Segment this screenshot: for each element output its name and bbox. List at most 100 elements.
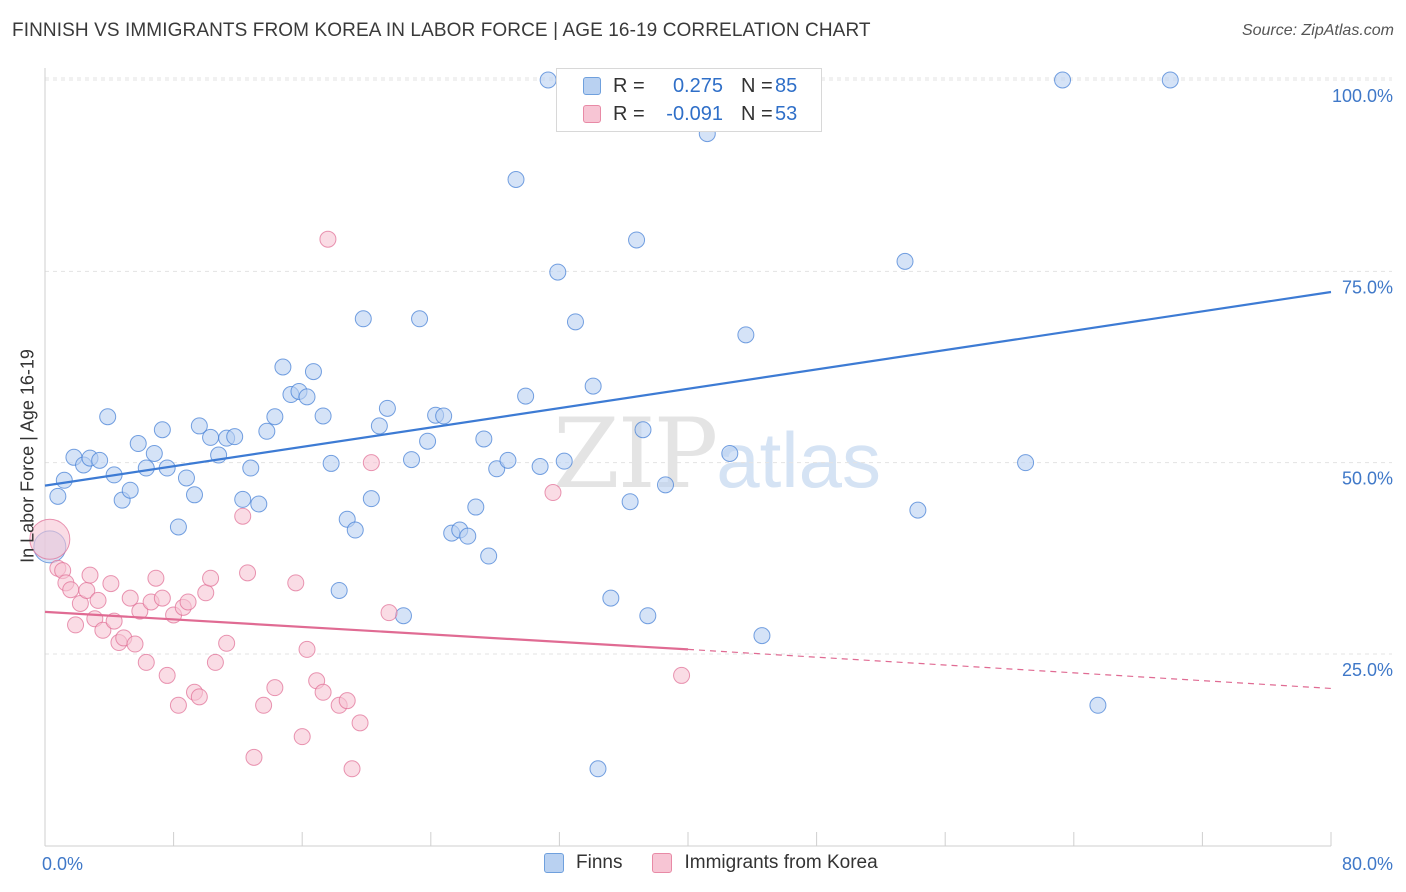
finns-point	[346, 521, 364, 539]
legend-swatch-finns	[583, 77, 601, 95]
legend-n-value: 85	[775, 74, 798, 97]
finns-point	[555, 452, 573, 470]
finns-point	[1089, 696, 1107, 714]
finns-point	[55, 471, 73, 489]
x-tick-label: 80.0%	[1342, 854, 1393, 874]
finns-point	[202, 428, 220, 446]
tick-labels: 25.0% 50.0% 75.0% 100.0% 0.0% 80.0%	[42, 86, 1393, 874]
finns-point	[322, 454, 340, 472]
finns-point	[656, 476, 674, 494]
korea-point	[255, 696, 273, 714]
korea-point	[81, 566, 99, 584]
korea-point	[245, 748, 263, 766]
finns-trend-line	[44, 290, 1332, 487]
finns-point	[539, 71, 557, 89]
finns-point	[634, 421, 652, 439]
finns-point	[639, 607, 657, 625]
korea-point	[94, 621, 112, 639]
finns-point	[370, 417, 388, 435]
finns-point	[394, 607, 412, 625]
finns-point	[129, 435, 147, 453]
y-axis-title: In Labor Force | Age 16-19	[17, 349, 38, 563]
korea-point	[380, 604, 398, 622]
y-tick-label: 100.0%	[1332, 86, 1393, 106]
finns-point	[153, 421, 171, 439]
finns-point	[266, 408, 284, 426]
finns-point	[226, 428, 244, 446]
finns-point	[753, 627, 771, 645]
legend-r-label: R =	[613, 74, 645, 97]
finns-point	[354, 310, 372, 328]
korea-point	[169, 696, 187, 714]
y-tick-label: 75.0%	[1342, 277, 1393, 297]
legend-r-label: R =	[613, 102, 645, 125]
korea-point	[158, 666, 176, 684]
legend-n-label: N =	[741, 74, 773, 97]
finns-point	[584, 377, 602, 395]
legend-swatch-korea	[583, 105, 601, 123]
legend-item-korea[interactable]: Immigrants from Korea	[652, 852, 878, 874]
finns-point	[314, 407, 332, 425]
stats-legend: R = 0.275 N = 85 R = -0.091 N = 53	[556, 68, 822, 132]
korea-point	[544, 484, 562, 502]
korea-point	[153, 589, 171, 607]
finns-point	[589, 760, 607, 778]
legend-row-finns: R = 0.275 N = 85	[583, 73, 797, 99]
finns-point	[602, 589, 620, 607]
finns-point	[304, 363, 322, 381]
x-tick-label: 0.0%	[42, 854, 83, 874]
finns-point	[517, 387, 535, 405]
finns-point	[185, 486, 203, 504]
legend-row-korea: R = -0.091 N = 53	[583, 101, 797, 127]
korea-point	[338, 692, 356, 710]
finns-point	[190, 417, 208, 435]
finns-point	[459, 527, 477, 545]
finns-point	[737, 326, 755, 344]
watermark: ZIPatlas	[553, 398, 881, 510]
finns-point	[566, 313, 584, 331]
korea-point	[102, 575, 120, 593]
korea-point	[298, 640, 316, 658]
finns-point	[378, 399, 396, 417]
korea-point	[131, 602, 149, 620]
finns-point	[121, 481, 139, 499]
finns-point	[499, 451, 517, 469]
legend-swatch-korea	[652, 853, 673, 873]
finns-point	[242, 459, 260, 477]
watermark-zip: ZIP	[553, 398, 718, 510]
finns-point	[909, 501, 927, 519]
finns-point	[330, 581, 348, 599]
korea-point	[218, 634, 236, 652]
y-tick-label: 25.0%	[1342, 660, 1393, 680]
korea-point	[190, 688, 208, 706]
finns-point	[467, 498, 485, 516]
korea-point	[197, 584, 215, 602]
finns-point	[507, 170, 525, 188]
finns-point	[721, 444, 739, 462]
korea-point	[147, 569, 165, 587]
korea-point	[234, 507, 252, 525]
korea-point	[62, 581, 80, 599]
finns-point	[628, 231, 646, 249]
korea-trend-line	[44, 610, 689, 651]
data-points	[29, 71, 1179, 778]
korea-point	[126, 635, 144, 653]
korea-point	[67, 616, 85, 634]
korea-point	[29, 518, 71, 560]
finns-point	[298, 388, 316, 406]
korea-point	[206, 653, 224, 671]
korea-point	[319, 230, 337, 248]
finns-point	[896, 252, 914, 270]
finns-point	[250, 495, 268, 513]
finns-point	[1161, 71, 1179, 89]
korea-point	[343, 760, 361, 778]
korea-point	[179, 593, 197, 611]
finns-point	[145, 444, 163, 462]
finns-point	[549, 263, 567, 281]
finns-point	[435, 407, 453, 425]
legend-item-finns[interactable]: Finns	[544, 852, 622, 874]
korea-point	[362, 454, 380, 472]
legend-r-value: -0.091	[666, 102, 723, 125]
finns-point	[1017, 454, 1035, 472]
